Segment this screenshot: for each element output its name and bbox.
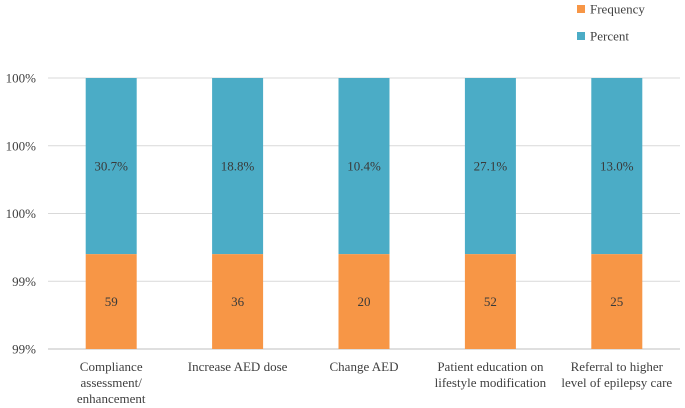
x-category-label: Increase AED dose [188, 359, 288, 374]
bar-percent [212, 78, 264, 255]
y-tick-label: 99% [12, 274, 36, 289]
x-axis-labels: Compliance assessment/enhancement Increase… [77, 359, 673, 406]
x-category-label: Referral to higher level of epilepsy care [561, 359, 672, 390]
bars [85, 78, 643, 349]
data-label-percent: 30.7% [94, 159, 128, 174]
data-label-frequency: 20 [358, 294, 371, 309]
x-category-label: Compliance assessment/enhancement [77, 359, 146, 406]
x-category-label: Change AED [330, 359, 399, 374]
x-category-label: Patient education on lifestyle modificati… [435, 359, 547, 390]
legend-swatch [577, 32, 585, 40]
legend-label: Frequency [590, 2, 645, 17]
data-label-frequency: 36 [231, 294, 245, 309]
bar-percent [591, 78, 643, 255]
data-label-frequency: 59 [105, 294, 118, 309]
bar-frequency [464, 254, 516, 349]
legend: Frequency Percent [577, 2, 645, 44]
bar-frequency [212, 254, 264, 349]
data-label-percent: 27.1% [474, 159, 508, 174]
data-label-percent: 18.8% [221, 159, 255, 174]
y-tick-label: 100% [6, 206, 37, 221]
bar-percent [464, 78, 516, 255]
legend-label: Percent [590, 29, 629, 44]
bar-percent [338, 78, 390, 255]
y-tick-label: 100% [6, 138, 37, 153]
legend-swatch [577, 5, 585, 13]
data-label-frequency: 25 [610, 294, 623, 309]
data-label-frequency: 52 [484, 294, 497, 309]
y-tick-label: 99% [12, 342, 36, 357]
bar-frequency [338, 254, 390, 349]
data-label-percent: 13.0% [600, 159, 634, 174]
y-tick-label: 100% [6, 71, 37, 86]
bar-frequency [85, 254, 137, 349]
bar-percent [85, 78, 137, 255]
data-label-percent: 10.4% [347, 159, 381, 174]
data-labels: 30.7% 59 18.8% 36 10.4% 20 27.1% 52 13.0% 25 [94, 159, 633, 310]
bar-frequency [591, 254, 643, 349]
y-axis-ticks: 99% 99% 100% 100% 100% [6, 71, 37, 357]
